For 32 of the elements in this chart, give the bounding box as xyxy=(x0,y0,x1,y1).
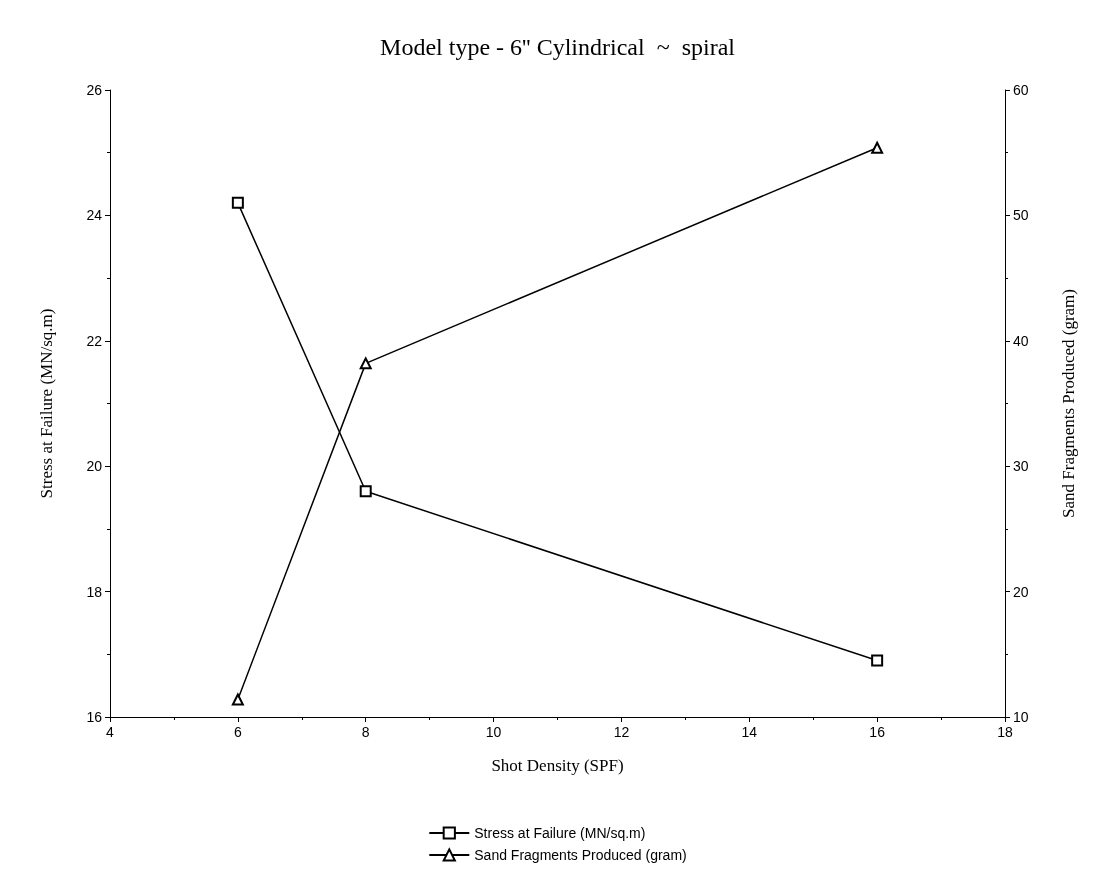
y-tick-label: 20 xyxy=(86,458,103,475)
point xyxy=(359,357,372,370)
y2-tick-label: 40 xyxy=(1013,332,1029,349)
legend-label: Sand Fragments Produced (gram) xyxy=(474,847,687,863)
y-tick-label: 22 xyxy=(86,332,103,349)
chart-title: Model type - 6'' Cylindrical ~ spiral xyxy=(380,34,736,60)
y-tick-label: 24 xyxy=(86,207,103,224)
legend-label: Stress at Failure (MN/sq.m) xyxy=(474,825,646,841)
y2-tick-label: 30 xyxy=(1013,458,1029,475)
y-tick-label: 26 xyxy=(86,82,103,98)
point xyxy=(231,693,244,706)
y2-tick-label: 60 xyxy=(1013,82,1029,98)
x-tick-label: 4 xyxy=(106,724,115,740)
y2-tick-label: 20 xyxy=(1013,583,1029,600)
x-tick-label: 18 xyxy=(997,724,1013,740)
y-axis-title: Stress at Failure (MN/sq.m) xyxy=(37,308,56,499)
x-tick-label: 16 xyxy=(869,724,886,740)
y2-axis-title: Sand Fragments Produced (gram) xyxy=(1059,289,1078,518)
point xyxy=(359,485,372,498)
x-tick-label: 8 xyxy=(361,724,370,740)
x-tick-label: 6 xyxy=(233,724,242,740)
x-tick-label: 14 xyxy=(741,724,758,740)
point xyxy=(231,196,244,209)
point xyxy=(871,654,884,667)
x-axis-title: Shot Density (SPF) xyxy=(491,756,624,775)
point xyxy=(871,141,884,154)
y-tick-label: 16 xyxy=(86,709,103,725)
x-tick-label: 12 xyxy=(613,724,630,740)
y2-tick-label: 50 xyxy=(1013,207,1029,224)
y-tick-label: 18 xyxy=(86,583,103,600)
x-tick-label: 10 xyxy=(485,724,502,740)
y2-tick-label: 10 xyxy=(1013,709,1029,725)
